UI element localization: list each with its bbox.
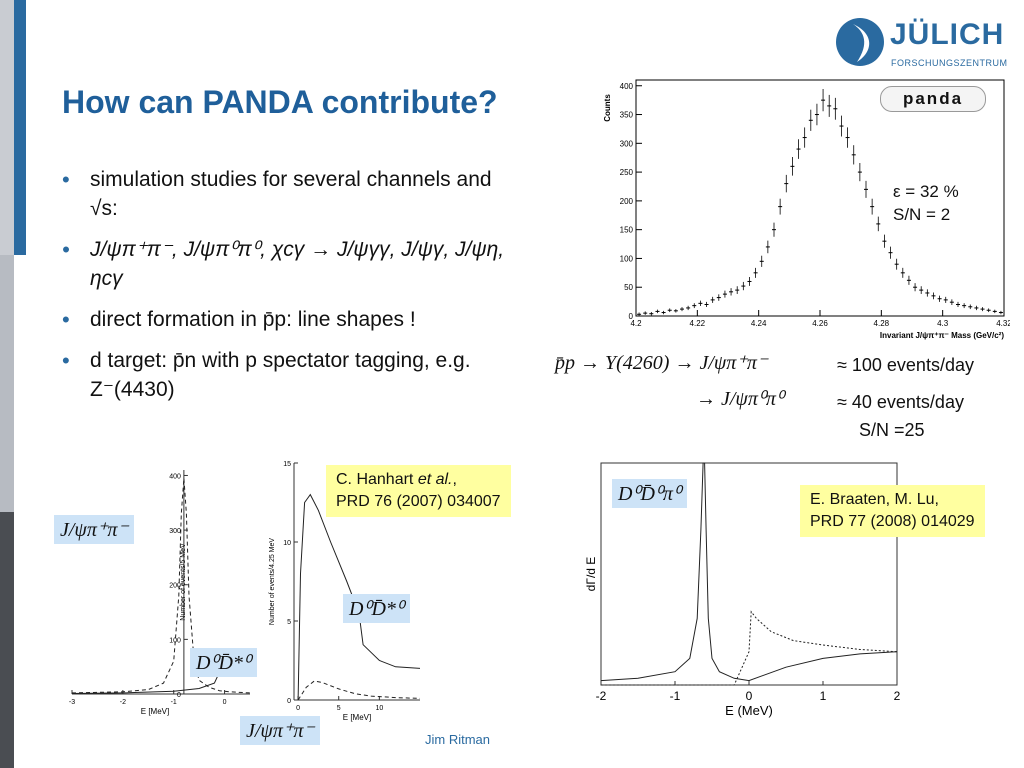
x-tick-label: 4.26 (812, 319, 828, 328)
y-tick-label: 400 (169, 473, 181, 480)
series-line (601, 610, 898, 686)
rate-2: ≈ 40 events/day (837, 392, 964, 412)
x-axis-label: E [MeV] (141, 707, 169, 716)
logo-subtitle: FORSCHUNGSZENTRUM (891, 58, 1008, 68)
series-line (297, 680, 421, 701)
label-jpsipipi-bottom: J/ψπ⁺π⁻ (240, 716, 321, 745)
x-tick-label: 0 (746, 689, 753, 703)
y-tick-label: 200 (620, 197, 634, 206)
x-tick-label: 10 (375, 705, 383, 712)
y-tick-label: 300 (620, 139, 634, 148)
reference-hanhart: C. Hanhart et al., PRD 76 (2007) 034007 (326, 465, 511, 517)
x-tick-label: -1 (171, 699, 177, 706)
y-axis-label: Counts (603, 94, 612, 122)
reference-braaten-line1: E. Braaten, M. Lu, (810, 491, 939, 508)
x-axis-label: E (MeV) (725, 703, 773, 718)
x-tick-label: -2 (120, 699, 126, 706)
rate-1: ≈ 100 events/day (837, 355, 974, 375)
efficiency-text: ε = 32 % (893, 182, 959, 201)
sidebar-decoration (0, 0, 26, 768)
bullet-item: direct formation in p̄p: line shapes ! (62, 305, 522, 334)
julich-logo-icon (836, 18, 884, 66)
label-dd-left: D⁰D̄*⁰ (190, 648, 257, 677)
braaten-chart: -2 -1 0 1 2 E (MeV) dΓ/d E (585, 462, 901, 718)
y-tick-label: 150 (620, 226, 634, 235)
y-tick-label: 100 (620, 254, 634, 263)
x-tick-label: -1 (670, 689, 681, 703)
reference-hanhart-line2: PRD 76 (2007) 034007 (336, 493, 501, 510)
y-tick-label: 0 (629, 312, 634, 321)
series-line (600, 462, 898, 682)
y-axis-label: dΓ/d E (585, 557, 598, 592)
mass-spectrum-chart: 0 50 100 150 200 250 300 350 400 4.2 4.22 4.24 4.26 4… (603, 79, 1010, 340)
y-tick-label: 350 (620, 111, 634, 120)
x-tick-label: -2 (596, 689, 607, 703)
slide-title: How can PANDA contribute? (62, 84, 498, 120)
label-dd-mid: D⁰D̄*⁰ (343, 594, 410, 623)
bullet-item: simulation studies for several channels … (62, 165, 522, 223)
reaction-line-2: → J/ψπ⁰π⁰ (696, 388, 784, 410)
series-line (71, 478, 251, 694)
hanhart-right-chart: 0 5 10 15 0 5 10 E [MeV] Number of events/4.25 M… (269, 461, 421, 722)
y-tick-label: 300 (169, 528, 181, 535)
julich-logo: JÜLICH FORSCHUNGSZENTRUM (835, 14, 1008, 74)
x-tick-label: 1 (820, 689, 827, 703)
x-tick-label: 0 (223, 699, 227, 706)
y-tick-label: 10 (283, 540, 291, 547)
x-tick-label: 4.2 (630, 319, 642, 328)
reference-braaten-line2: PRD 77 (2008) 014029 (810, 513, 975, 530)
reference-hanhart-line1: C. Hanhart et al., (336, 471, 457, 488)
logo-name: JÜLICH (890, 18, 1005, 51)
label-jpsipipi-left: J/ψπ⁺π⁻ (54, 515, 135, 544)
x-axis-label: Invariant J/ψπ⁺π⁻ Mass (GeV/c²) (880, 331, 1004, 340)
y-tick-label: 200 (169, 583, 181, 590)
y-tick-label: 15 (283, 461, 291, 468)
bullet-item: d target: p̄n with p spectator tagging, … (62, 346, 522, 404)
signal-noise-text: S/N = 2 (893, 205, 951, 224)
reaction-line-1: p̄p → Υ(4260) → J/ψπ⁺π⁻ (555, 352, 768, 374)
x-tick-label: -3 (69, 699, 75, 706)
x-tick-label: 4.22 (690, 319, 706, 328)
x-tick-label: 4.32 (996, 319, 1010, 328)
x-axis-label: E [MeV] (343, 713, 371, 722)
series-line (297, 493, 421, 701)
bullet-item: J/ψπ⁺π⁻, J/ψπ⁰π⁰, χcγ → J/ψγγ, J/ψγ, J/ψ… (62, 235, 522, 293)
rate-2-sn: S/N =25 (859, 420, 925, 440)
y-tick-label: 0 (177, 692, 181, 699)
x-tick-label: 4.28 (874, 319, 890, 328)
y-tick-label: 250 (620, 168, 634, 177)
x-tick-label: 2 (894, 689, 901, 703)
reference-braaten: E. Braaten, M. Lu, PRD 77 (2008) 014029 (800, 485, 985, 537)
y-tick-label: 5 (287, 619, 291, 626)
label-ddpi: D⁰D̄⁰π⁰ (612, 479, 687, 508)
y-tick-label: 400 (620, 82, 634, 91)
x-tick-label: 0 (296, 705, 300, 712)
y-axis-label: Number of events/4.25 MeV (269, 538, 276, 625)
footer-author: Jim Ritman (425, 732, 491, 747)
y-tick-label: 0 (287, 698, 291, 705)
x-tick-label: 4.24 (751, 319, 767, 328)
panda-logo: panda (880, 86, 986, 112)
x-tick-label: 4.3 (937, 319, 949, 328)
y-tick-label: 50 (624, 283, 633, 292)
efficiency-note: ε = 32 % S/N = 2 (893, 180, 959, 226)
y-axis-label: Number of events/5 MeV (180, 543, 187, 621)
x-tick-label: 5 (337, 705, 341, 712)
y-tick-label: 100 (169, 637, 181, 644)
bullet-list: simulation studies for several channels … (62, 165, 522, 416)
